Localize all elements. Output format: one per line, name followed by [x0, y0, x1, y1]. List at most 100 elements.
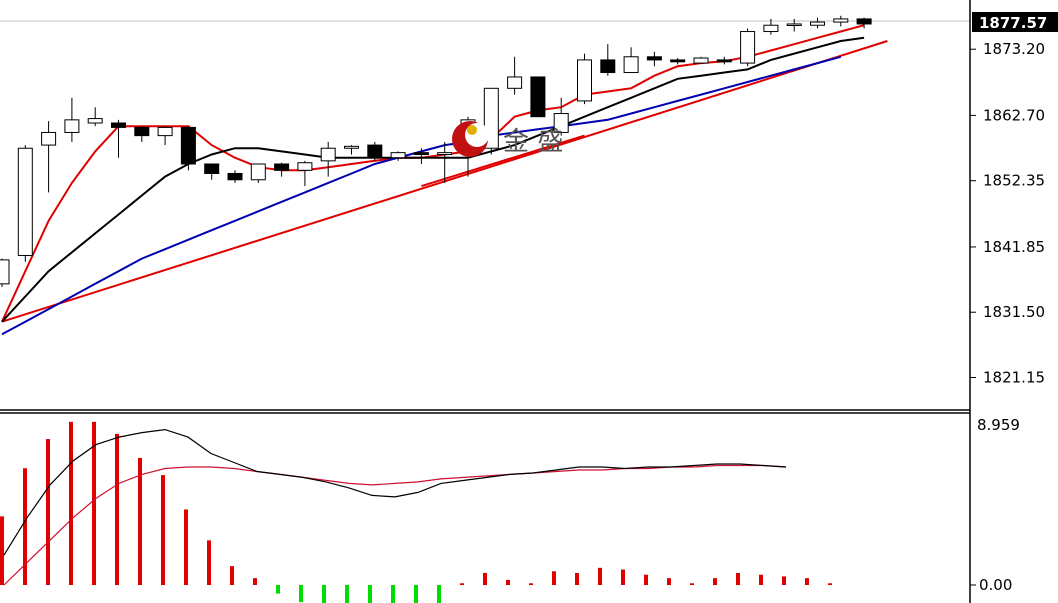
- candle-body-up: [41, 131, 57, 146]
- macd-histogram-bar-32: [736, 572, 740, 585]
- macd-histogram-bar-13: [299, 585, 303, 603]
- candle-11: [250, 163, 266, 183]
- candle-body-up: [157, 126, 173, 137]
- candle-body-up: [297, 162, 313, 171]
- candle-body-down: [670, 59, 686, 63]
- candle-body-up: [344, 145, 359, 149]
- candle-body-up: [740, 31, 756, 64]
- candle-body-up: [507, 76, 523, 89]
- candle-29: [670, 58, 686, 65]
- macd-histogram: [0, 421, 832, 603]
- candle-body-down: [600, 59, 616, 74]
- candle-3: [64, 97, 80, 142]
- candle-27: [623, 47, 639, 74]
- candle-body-up: [577, 59, 592, 102]
- candle-body-down: [367, 144, 383, 159]
- candle-body-up: [17, 147, 33, 256]
- candle-body-down: [716, 59, 732, 63]
- macd-line: [3, 428, 787, 556]
- candle-35: [810, 17, 825, 29]
- candle-body-down: [227, 172, 243, 181]
- macd-histogram-bar-1: [23, 468, 27, 585]
- candle-2: [41, 121, 57, 193]
- macd-histogram-bar-12: [276, 585, 280, 594]
- macd-pane: [0, 421, 832, 603]
- price-axis-label-5: 1821.15: [983, 369, 1045, 387]
- macd-histogram-bar-33: [759, 574, 763, 585]
- macd-histogram-bar-6: [138, 457, 142, 585]
- candle-1: [17, 145, 33, 262]
- macd-histogram-bar-26: [598, 567, 602, 585]
- candle-16: [367, 141, 383, 161]
- candle-25: [577, 53, 592, 105]
- macd-histogram-bar-27: [621, 569, 625, 585]
- macd-lines: [3, 428, 787, 586]
- macd-histogram-bar-25: [575, 572, 579, 585]
- candle-34: [786, 18, 802, 32]
- macd-histogram-bar-31: [713, 578, 717, 585]
- macd-histogram-bar-15: [345, 585, 349, 603]
- moving-average-line-1: [1, 36, 865, 323]
- candle-19: [437, 141, 453, 183]
- macd-histogram-bar-18: [414, 585, 418, 603]
- watermark-logo-dot: [467, 125, 477, 135]
- candle-14: [320, 141, 336, 177]
- candle-5: [111, 119, 126, 158]
- candle-4: [87, 107, 103, 127]
- macd-histogram-bar-16: [368, 585, 372, 603]
- watermark-text: 金 盛: [503, 127, 563, 157]
- macd-histogram-bar-21: [483, 572, 487, 585]
- candle-body-down: [274, 163, 290, 171]
- candle-body-up: [553, 113, 569, 133]
- macd-histogram-bar-35: [805, 578, 809, 585]
- macd-histogram-bar-23: [529, 583, 533, 585]
- candle-body-down: [856, 18, 872, 25]
- macd-signal-line: [3, 464, 787, 586]
- candle-body-up: [390, 152, 406, 159]
- last-price-tag-text: 1877.57: [979, 14, 1047, 32]
- macd-histogram-bar-20: [460, 583, 464, 585]
- macd-histogram-bar-14: [322, 585, 326, 603]
- macd-histogram-bar-9: [207, 540, 211, 585]
- candle-36: [833, 15, 849, 27]
- candle-7: [157, 126, 173, 146]
- macd-histogram-bar-24: [552, 571, 556, 585]
- macd-histogram-bar-17: [391, 585, 395, 603]
- candle-15: [344, 145, 359, 155]
- price-axis-label-4: 1831.50: [983, 303, 1045, 321]
- candle-body-down: [134, 126, 150, 137]
- price-axis-label-3: 1841.85: [983, 238, 1045, 256]
- candle-13: [297, 160, 313, 187]
- candle-body-down: [111, 122, 126, 128]
- candle-body-up: [0, 259, 10, 285]
- price-axis-label-0: 1873.20: [983, 40, 1045, 58]
- macd-histogram-bar-3: [69, 421, 73, 585]
- price-axis: 1873.20 1862.70 1852.35 1841.85 1831.50 1821.…: [970, 40, 1045, 387]
- macd-histogram-bar-19: [437, 585, 441, 603]
- candle-18: [413, 148, 429, 164]
- watermark-logo: 金 盛: [452, 121, 563, 157]
- candle-33: [763, 18, 779, 35]
- candle-body-up: [763, 24, 779, 33]
- price-axis-label-2: 1852.35: [983, 172, 1045, 190]
- candle-6: [134, 126, 150, 142]
- macd-histogram-bar-29: [667, 578, 671, 585]
- candle-37: [856, 17, 872, 29]
- candle-body-up: [87, 118, 103, 124]
- candle-31: [716, 56, 732, 65]
- last-price-tag: 1877.57: [972, 12, 1058, 32]
- candle-body-up: [437, 152, 453, 156]
- macd-histogram-bar-0: [0, 516, 4, 585]
- candle-body-up: [693, 57, 709, 64]
- candle-24: [553, 97, 569, 136]
- macd-axis-zero-label: 0.00: [979, 576, 1012, 594]
- macd-histogram-bar-11: [253, 578, 257, 585]
- candle-body-down: [180, 126, 196, 165]
- macd-histogram-bar-2: [46, 439, 50, 585]
- macd-histogram-bar-4: [92, 421, 96, 585]
- macd-axis-top-label: 8.959: [977, 416, 1020, 434]
- candle-28: [646, 51, 662, 67]
- price-pane: 金 盛: [0, 15, 970, 336]
